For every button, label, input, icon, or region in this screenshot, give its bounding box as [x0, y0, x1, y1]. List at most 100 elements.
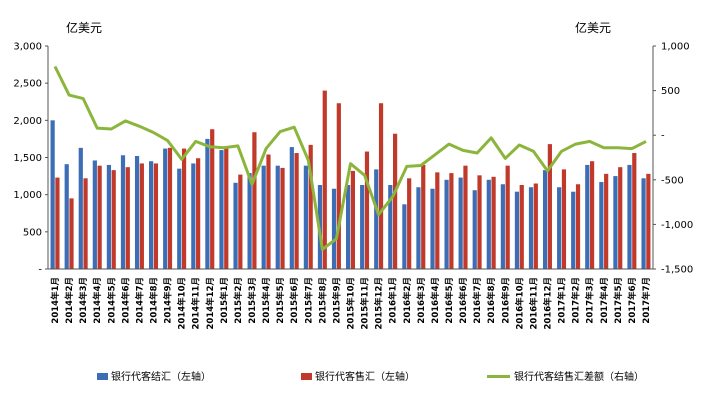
x-tick-label: 2016年11月 — [528, 277, 539, 330]
bar-settlement — [233, 182, 238, 269]
left-tick-label: 3,000 — [13, 42, 42, 53]
bar-sales — [153, 163, 159, 269]
bar-sales — [646, 173, 651, 269]
bar-settlement — [50, 120, 55, 269]
x-tick-label: 2015年11月 — [360, 277, 371, 330]
bar-sales — [308, 144, 313, 269]
bar-sales — [139, 163, 144, 269]
bar-sales — [224, 147, 229, 269]
x-tick-label: 2014年8月 — [149, 277, 160, 324]
left-tick-label: 2,500 — [13, 79, 42, 90]
bar-sales — [196, 158, 201, 269]
bar-settlement — [641, 178, 646, 269]
bar-sales — [407, 178, 412, 269]
bar-settlement — [331, 188, 337, 269]
x-tick-label: 2015年10月 — [346, 277, 357, 330]
legend-swatch-sales — [301, 373, 312, 380]
left-tick-label: 500 — [23, 227, 42, 238]
bar-settlement — [444, 179, 449, 269]
bar-settlement — [571, 191, 576, 269]
x-tick-label: 2017年7月 — [641, 277, 652, 324]
bar-sales — [378, 103, 384, 269]
bar-sales — [463, 165, 468, 269]
x-tick-label: 2014年2月 — [64, 277, 75, 324]
bar-settlement — [627, 164, 632, 269]
bar-settlement — [585, 164, 590, 269]
x-tick-label: 2017年2月 — [571, 277, 582, 324]
x-tick-label: 2015年1月 — [219, 277, 230, 324]
bar-settlement — [205, 138, 210, 269]
x-tick-label: 2017年1月 — [557, 277, 568, 324]
bar-sales — [632, 153, 637, 269]
bar-settlement — [106, 164, 112, 269]
bar-settlement — [247, 173, 252, 269]
bar-settlement — [472, 190, 477, 269]
line-net-balance — [53, 65, 647, 251]
x-tick-label: 2015年6月 — [289, 277, 300, 324]
x-tick-label: 2014年9月 — [163, 277, 174, 324]
x-tick-label: 2016年10月 — [514, 277, 525, 330]
x-tick-label: 2015年3月 — [247, 277, 258, 324]
x-tick-label: 2017年4月 — [599, 277, 610, 324]
bar-settlement — [557, 187, 562, 269]
legend-label-sales: 银行代客售汇（左轴） — [315, 370, 415, 383]
bar-sales — [604, 173, 609, 269]
bar-settlement — [219, 150, 224, 269]
bar-sales — [491, 176, 496, 269]
x-tick-label: 2015年7月 — [303, 277, 314, 324]
bar-settlement — [388, 185, 393, 269]
bar-settlement — [78, 147, 83, 269]
bar-settlement — [120, 155, 126, 269]
right-tick-label: -1,500 — [661, 265, 693, 276]
bar-settlement — [163, 148, 168, 269]
bar-sales — [364, 151, 370, 269]
x-tick-label: 2016年3月 — [416, 277, 427, 324]
x-tick-label: 2016年7月 — [472, 277, 483, 324]
bar-sales — [210, 129, 215, 269]
bar-settlement — [303, 165, 308, 269]
x-tick-label: 2016年4月 — [430, 277, 441, 324]
x-tick-label: 2015年9月 — [331, 277, 342, 324]
bar-settlement — [416, 187, 421, 269]
x-tick-label: 2014年4月 — [92, 277, 103, 324]
x-tick-label: 2014年3月 — [78, 277, 89, 324]
x-tick-label: 2014年1月 — [50, 277, 61, 324]
bar-sales — [322, 90, 327, 269]
legend-label-settlement: 银行代客结汇（左轴） — [111, 370, 211, 383]
bar-sales — [280, 167, 285, 269]
bar-settlement — [346, 185, 351, 269]
bar-sales — [238, 174, 243, 269]
x-tick-label: 2015年4月 — [261, 277, 272, 324]
bar-sales — [589, 161, 595, 269]
bar-settlement — [458, 177, 463, 269]
bar-sales — [69, 198, 74, 269]
bar-settlement — [275, 165, 280, 269]
bar-settlement — [149, 161, 154, 269]
x-tick-label: 2015年2月 — [233, 277, 244, 324]
bar-sales — [167, 147, 173, 269]
bar-sales — [97, 165, 102, 269]
left-axis-unit: 亿美元 — [66, 21, 103, 35]
bar-settlement — [92, 160, 97, 269]
bar-settlement — [134, 156, 140, 269]
x-tick-label: 2015年8月 — [317, 277, 328, 324]
bar-settlement — [64, 164, 69, 269]
bar-sales — [83, 178, 88, 269]
x-tick-label: 2014年11月 — [191, 277, 202, 330]
bar-settlement — [261, 165, 266, 269]
bar-sales — [449, 173, 454, 269]
bar-sales — [294, 153, 299, 269]
bar-settlement — [289, 147, 294, 269]
left-tick-label: - — [38, 265, 42, 276]
x-tick-label: 2016年1月 — [388, 277, 399, 324]
bar-sales — [519, 185, 524, 269]
bar-sales — [477, 175, 482, 269]
left-tick-label: 1,500 — [13, 153, 42, 164]
bar-sales — [393, 133, 398, 269]
bar-settlement — [430, 188, 435, 269]
left-tick-label: 1,000 — [13, 190, 42, 201]
bar-settlement — [613, 176, 618, 269]
bar-sales — [350, 170, 355, 269]
x-tick-label: 2016年12月 — [542, 277, 553, 330]
